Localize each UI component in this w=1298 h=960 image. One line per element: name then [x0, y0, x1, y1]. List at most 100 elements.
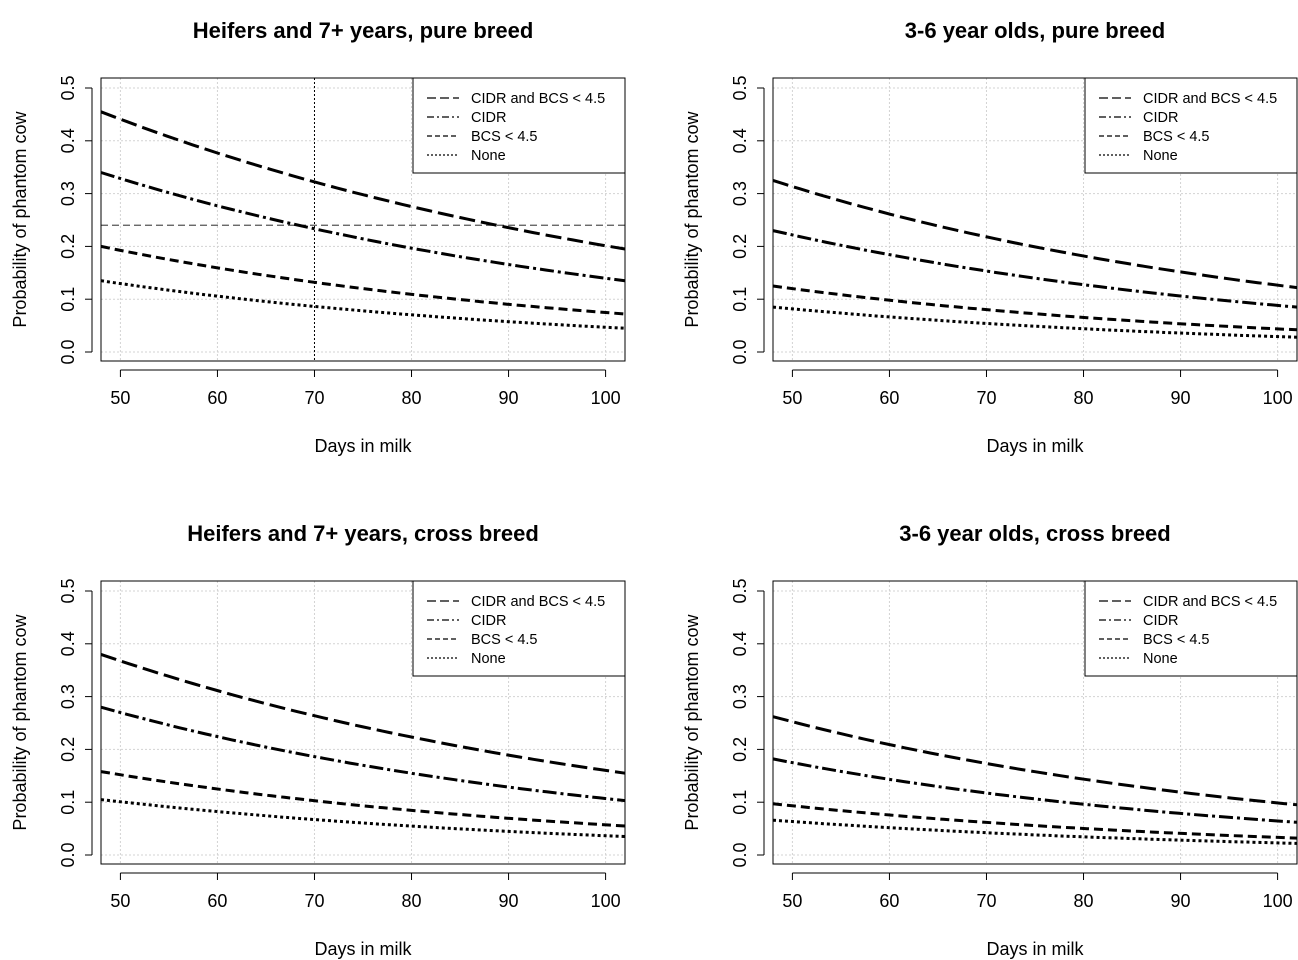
- y-tick-label: 0.2: [730, 234, 750, 259]
- x-axis-label: Days in milk: [986, 436, 1084, 456]
- legend-label-bcs: BCS < 4.5: [471, 129, 538, 145]
- x-tick-label: 60: [207, 891, 227, 911]
- x-tick-label: 50: [110, 891, 130, 911]
- series-line-bcs: [772, 802, 1298, 840]
- x-tick-label: 70: [976, 891, 996, 911]
- y-tick-label: 0.4: [730, 631, 750, 656]
- x-tick-label: 80: [402, 388, 422, 408]
- legend: CIDR and BCS < 4.5 CIDR BCS < 4.5 None: [1084, 77, 1298, 174]
- y-tick-label: 0.3: [58, 181, 78, 206]
- series-line-none: [772, 305, 1298, 339]
- x-tick-label: 100: [1263, 388, 1293, 408]
- y-tick-label: 0.3: [730, 684, 750, 709]
- legend-label-cidr: CIDR: [471, 613, 506, 629]
- plot-area: [772, 77, 1298, 362]
- chart-panel-2: 3-6 year olds, pure breed 50 60 70 80 90 100 0.…: [682, 18, 1298, 456]
- y-tick-label: 0.5: [730, 75, 750, 100]
- y-tick-label: 0.1: [730, 790, 750, 815]
- x-tick-label: 90: [499, 891, 519, 911]
- x-tick-label: 60: [207, 388, 227, 408]
- y-tick-label: 0.3: [730, 181, 750, 206]
- legend-label-cidr: CIDR: [471, 110, 506, 126]
- y-axis-label: Probability of phantom cow: [10, 110, 30, 327]
- chart-title: 3-6 year olds, cross breed: [899, 521, 1170, 546]
- legend-label-cidr: CIDR: [1143, 613, 1178, 629]
- x-axis-label: Days in milk: [314, 939, 412, 959]
- series-line-bcs: [100, 244, 626, 316]
- x-tick-label: 80: [1074, 891, 1094, 911]
- chart-panel-4: 3-6 year olds, cross breed 50 60 70 80 90 100 0…: [682, 521, 1298, 959]
- y-tick-label: 0.2: [58, 234, 78, 259]
- chart-title: Heifers and 7+ years, pure breed: [193, 18, 534, 43]
- series-line-cidr: [772, 229, 1298, 309]
- series-line-none: [772, 818, 1298, 845]
- y-axis-label: Probability of phantom cow: [682, 110, 702, 327]
- y-tick-label: 0.1: [58, 287, 78, 312]
- x-axis-label: Days in milk: [314, 436, 412, 456]
- y-tick-label: 0.0: [730, 842, 750, 867]
- y-tick-label: 0.5: [730, 578, 750, 603]
- series-line-cidr: [772, 757, 1298, 824]
- x-tick-label: 90: [499, 388, 519, 408]
- legend-box: [1084, 77, 1298, 174]
- series-line-none: [100, 279, 626, 330]
- legend-label-none: None: [471, 148, 506, 164]
- series-line-bcs: [100, 770, 626, 828]
- legend-label-cidr-and-bcs: CIDR and BCS < 4.5: [471, 594, 605, 610]
- y-tick-label: 0.1: [730, 287, 750, 312]
- y-tick-label: 0.0: [58, 842, 78, 867]
- legend: CIDR and BCS < 4.5 CIDR BCS < 4.5 None: [1084, 580, 1298, 677]
- y-tick-label: 0.4: [58, 631, 78, 656]
- x-tick-label: 50: [782, 891, 802, 911]
- legend-label-none: None: [1143, 651, 1178, 667]
- legend-label-none: None: [471, 651, 506, 667]
- y-axis-label: Probability of phantom cow: [10, 613, 30, 830]
- x-tick-label: 90: [1171, 388, 1191, 408]
- legend-box: [412, 580, 626, 677]
- x-tick-label: 70: [304, 388, 324, 408]
- x-tick-label: 60: [879, 388, 899, 408]
- y-axis-label: Probability of phantom cow: [682, 613, 702, 830]
- series-line-cidr-and-bcs: [100, 110, 626, 251]
- legend-label-cidr: CIDR: [1143, 110, 1178, 126]
- chart-panel-3: Heifers and 7+ years, cross breed 50 60 70 8…: [10, 521, 626, 959]
- y-tick-label: 0.0: [58, 339, 78, 364]
- series-line-cidr-and-bcs: [772, 178, 1298, 290]
- series-line-none: [100, 798, 626, 838]
- plot-area: [100, 580, 626, 865]
- y-tick-label: 0.5: [58, 75, 78, 100]
- y-tick-label: 0.3: [58, 684, 78, 709]
- legend-label-bcs: BCS < 4.5: [471, 632, 538, 648]
- chart-panel-1: Heifers and 7+ years, pure breed 50 60 70 80…: [10, 18, 626, 456]
- x-axis-label: Days in milk: [986, 939, 1084, 959]
- chart-title: 3-6 year olds, pure breed: [905, 18, 1165, 43]
- series-line-cidr: [100, 171, 626, 283]
- x-tick-label: 50: [782, 388, 802, 408]
- x-tick-label: 100: [591, 891, 621, 911]
- y-tick-label: 0.2: [58, 737, 78, 762]
- legend-label-cidr-and-bcs: CIDR and BCS < 4.5: [1143, 594, 1277, 610]
- x-tick-label: 60: [879, 891, 899, 911]
- y-tick-label: 0.2: [730, 737, 750, 762]
- y-tick-label: 0.0: [730, 339, 750, 364]
- legend-box: [412, 77, 626, 174]
- legend-label-none: None: [1143, 148, 1178, 164]
- x-tick-label: 70: [304, 891, 324, 911]
- x-tick-label: 80: [1074, 388, 1094, 408]
- y-tick-label: 0.1: [58, 790, 78, 815]
- x-tick-label: 90: [1171, 891, 1191, 911]
- x-tick-label: 50: [110, 388, 130, 408]
- legend-label-bcs: BCS < 4.5: [1143, 632, 1210, 648]
- x-tick-label: 100: [1263, 891, 1293, 911]
- y-tick-label: 0.5: [58, 578, 78, 603]
- plot-area: [772, 580, 1298, 865]
- legend: CIDR and BCS < 4.5 CIDR BCS < 4.5 None: [412, 580, 626, 677]
- series-line-cidr: [100, 705, 626, 803]
- legend-label-bcs: BCS < 4.5: [1143, 129, 1210, 145]
- x-tick-label: 80: [402, 891, 422, 911]
- legend-label-cidr-and-bcs: CIDR and BCS < 4.5: [471, 91, 605, 107]
- y-tick-label: 0.4: [730, 128, 750, 153]
- legend: CIDR and BCS < 4.5 CIDR BCS < 4.5 None: [412, 77, 626, 174]
- x-tick-label: 70: [976, 388, 996, 408]
